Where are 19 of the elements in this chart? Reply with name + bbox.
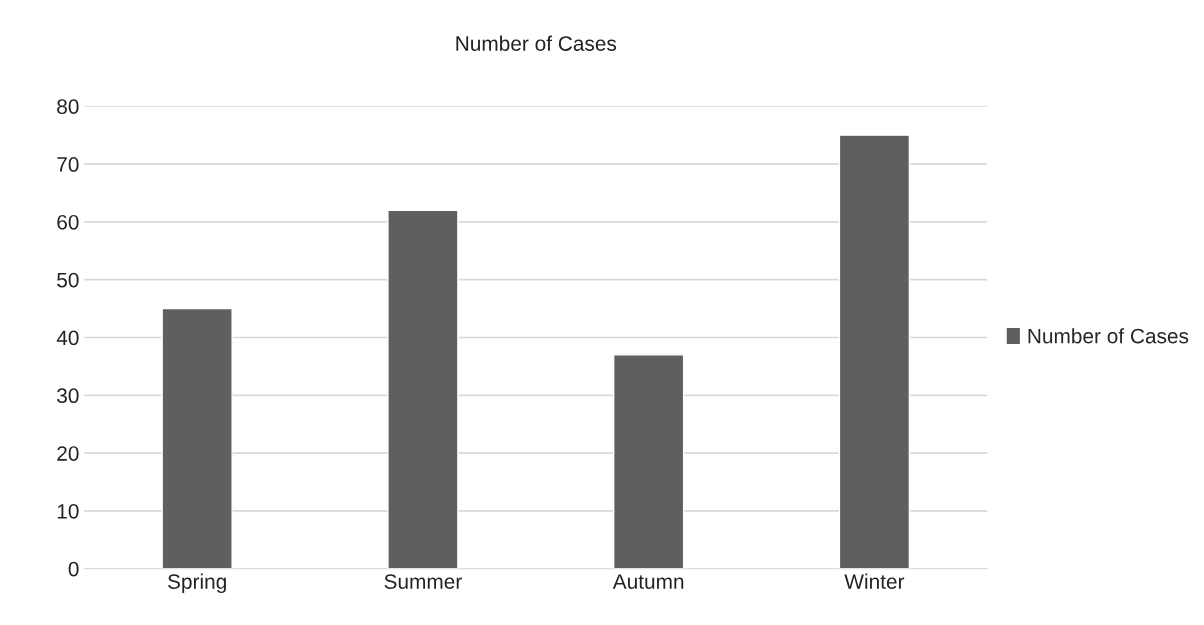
y-tick-label: 20: [57, 446, 79, 461]
y-tick-label: 60: [57, 214, 79, 230]
bar: [387, 209, 459, 569]
bar: [161, 307, 233, 569]
y-tick-label: 70: [57, 157, 79, 172]
chart-title: Number of Cases: [456, 35, 617, 51]
x-tick-label: Autumn: [612, 574, 684, 589]
y-tick-label: 10: [57, 503, 79, 519]
y-tick-label: 40: [56, 330, 79, 346]
x-tick-label: Winter: [844, 573, 905, 589]
y-tick-label: 80: [57, 99, 79, 114]
y-tick-label: 30: [57, 388, 79, 404]
legend-label: Number of Cases: [1028, 328, 1189, 344]
bar: [612, 354, 685, 569]
y-tick-label: 0: [68, 561, 79, 577]
y-tick-label: 50: [57, 272, 79, 288]
x-tick-label: Summer: [384, 574, 462, 589]
x-tick-label: Spring: [167, 573, 226, 594]
bar: [838, 134, 911, 569]
